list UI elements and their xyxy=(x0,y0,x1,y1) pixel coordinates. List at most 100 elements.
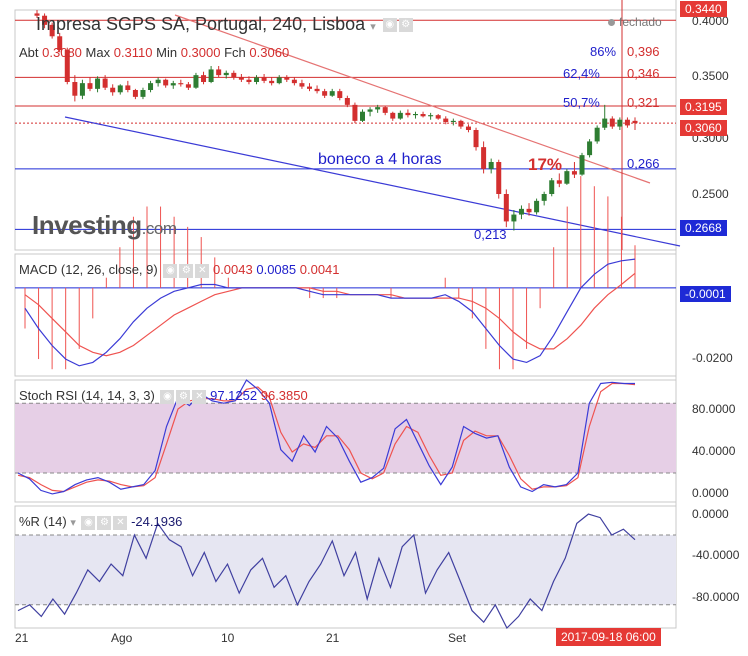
close-icon[interactable]: ✕ xyxy=(192,389,207,404)
candle-body xyxy=(488,162,494,169)
macd-line xyxy=(24,258,636,367)
logo-text: Investing xyxy=(32,210,142,240)
candle-body xyxy=(95,78,101,89)
price-box-support: 0.2668 xyxy=(680,220,727,236)
candle-body xyxy=(87,83,93,89)
symbol-title-text: Impresa SGPS SA, Portugal, 240, Lisboa xyxy=(36,14,366,34)
candle-body xyxy=(624,119,630,126)
fib-507-pct: 50,7% xyxy=(563,95,600,110)
candle-body xyxy=(450,120,456,122)
candle-body xyxy=(465,126,471,130)
candle-body xyxy=(564,171,570,184)
candle-body xyxy=(269,80,275,84)
candle-body xyxy=(359,111,365,121)
candle-body xyxy=(367,109,373,112)
price-box-top: 0.3440 xyxy=(680,1,727,17)
candle-body xyxy=(420,114,426,117)
candle-body xyxy=(238,77,244,80)
stoch-k-line xyxy=(17,379,635,495)
pattern-label: boneco a 4 horas xyxy=(318,151,442,168)
ohlc-open-label: Abt xyxy=(19,45,39,60)
candle-body xyxy=(155,79,161,84)
gear-icon[interactable]: ⚙ xyxy=(97,515,112,530)
gear-icon[interactable]: ⚙ xyxy=(398,18,413,33)
candle-body xyxy=(254,77,260,82)
symbol-title[interactable]: Impresa SGPS SA, Portugal, 240, Lisboa ▾… xyxy=(36,14,413,35)
candle-body xyxy=(549,180,555,194)
gear-icon[interactable]: ⚙ xyxy=(179,263,194,278)
candle-body xyxy=(556,180,562,184)
candle-body xyxy=(571,171,577,175)
chevron-down-icon[interactable]: ▾ xyxy=(370,21,376,33)
candle-body xyxy=(496,162,502,194)
time-tick-10: 10 xyxy=(221,631,235,645)
candle-body xyxy=(34,13,40,16)
gear-icon[interactable]: ⚙ xyxy=(176,389,191,404)
close-icon[interactable]: ✕ xyxy=(195,263,210,278)
candle-body xyxy=(412,114,418,116)
eye-icon[interactable]: ◉ xyxy=(81,515,96,530)
candle-body xyxy=(102,78,108,88)
low-val: 0,213 xyxy=(474,227,507,242)
candle-body xyxy=(64,50,70,82)
ohlc-high-value: 0.3110 xyxy=(113,45,153,60)
price-box-3195: 0.3195 xyxy=(680,99,727,115)
candle-body xyxy=(617,119,623,127)
candle-body xyxy=(390,112,396,119)
candle-body xyxy=(110,87,116,93)
candle-body xyxy=(42,15,48,25)
candle-body xyxy=(541,194,547,201)
candle-body xyxy=(307,86,313,89)
ohlc-low-label: Min xyxy=(156,45,178,60)
stoch-band xyxy=(15,403,676,473)
investing-logo: Investing.com xyxy=(32,210,177,241)
candle-body xyxy=(481,147,487,169)
stoch-tick-40: 40.0000 xyxy=(692,444,736,458)
fib-624-pct: 62,4% xyxy=(563,66,600,81)
market-status: fechado xyxy=(608,15,662,29)
time-tick-21: 21 xyxy=(15,631,29,645)
ohlc-open-value: 0.3080 xyxy=(42,45,82,60)
price-tick-0350: 0.3500 xyxy=(692,69,729,83)
candle-body xyxy=(208,69,214,82)
candle-body xyxy=(185,84,191,88)
time-tick-set: Set xyxy=(448,631,467,645)
cursor-date-box: 2017-09-18 06:00 xyxy=(556,628,661,646)
macd-value-3: 0.0041 xyxy=(299,262,340,277)
candle-body xyxy=(72,82,78,96)
ohlc-close-label: Fch xyxy=(224,45,246,60)
status-dot-icon xyxy=(608,19,615,26)
candle-body xyxy=(344,98,350,105)
candle-body xyxy=(178,83,184,85)
candle-body xyxy=(117,85,123,93)
candle-body xyxy=(163,79,169,86)
wr-tick-0: 0.0000 xyxy=(692,507,729,521)
close-icon[interactable]: ✕ xyxy=(113,515,128,530)
price-tick-0250: 0.2500 xyxy=(692,187,729,201)
macd-legend: MACD (12, 26, close, 9) ◉ ⚙ ✕ 0.0043 0.008… xyxy=(19,262,340,278)
wr-value: -24.1936 xyxy=(131,514,183,529)
eye-icon[interactable]: ◉ xyxy=(163,263,178,278)
candle-body xyxy=(299,83,305,87)
candle-body xyxy=(375,107,381,110)
ohlc-close-value: 0.3060 xyxy=(249,45,290,60)
candle-body xyxy=(534,200,540,213)
candle-body xyxy=(382,107,388,113)
wr-line xyxy=(17,513,636,630)
candle-body xyxy=(246,79,252,82)
candle-body xyxy=(125,85,131,90)
candle-body xyxy=(428,115,434,117)
candle-body xyxy=(193,75,199,88)
price-tick-0400: 0.4000 xyxy=(692,14,729,28)
candle-body xyxy=(405,112,411,116)
chevron-down-icon[interactable]: ▾ xyxy=(70,517,76,529)
support-val: 0,266 xyxy=(627,156,660,171)
candle-body xyxy=(579,155,585,175)
eye-icon[interactable]: ◉ xyxy=(382,18,397,33)
fib-86-val: 0,396 xyxy=(627,44,660,59)
candle-body xyxy=(57,36,63,50)
candle-body xyxy=(587,141,593,156)
time-tick-21b: 21 xyxy=(326,631,340,645)
eye-icon[interactable]: ◉ xyxy=(160,389,175,404)
